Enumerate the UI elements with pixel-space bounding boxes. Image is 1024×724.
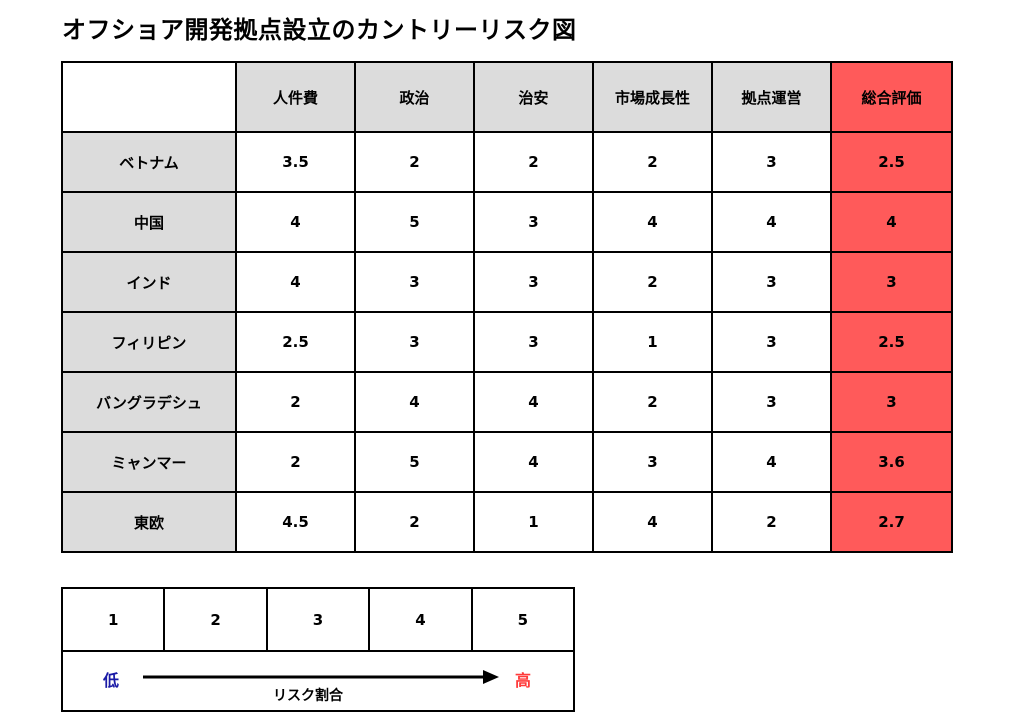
value-cell: 3 bbox=[711, 251, 832, 313]
value-cell: 4 bbox=[711, 191, 832, 253]
table-row: インド 4 3 3 2 3 3 bbox=[61, 251, 953, 313]
country-cell: インド bbox=[61, 251, 237, 313]
table-row: 中国 4 5 3 4 4 4 bbox=[61, 191, 953, 253]
table-row: 東欧 4.5 2 1 4 2 2.7 bbox=[61, 491, 953, 553]
value-cell: 5 bbox=[354, 191, 475, 253]
country-cell: ミャンマー bbox=[61, 431, 237, 493]
risk-scale: 1 2 3 4 5 bbox=[63, 589, 573, 652]
value-cell: 2 bbox=[354, 491, 475, 553]
total-cell: 4 bbox=[830, 191, 953, 253]
country-cell: 東欧 bbox=[61, 491, 237, 553]
table-row: ミャンマー 2 5 4 3 4 3.6 bbox=[61, 431, 953, 493]
corner-cell bbox=[61, 61, 237, 133]
total-cell: 3 bbox=[830, 371, 953, 433]
value-cell: 4 bbox=[711, 431, 832, 493]
table-row: ベトナム 3.5 2 2 2 3 2.5 bbox=[61, 131, 953, 193]
value-cell: 2 bbox=[711, 491, 832, 553]
scale-cell: 2 bbox=[165, 589, 268, 650]
column-header-total: 総合評価 bbox=[830, 61, 953, 133]
total-cell: 2.7 bbox=[830, 491, 953, 553]
low-label: 低 bbox=[103, 671, 120, 690]
table-header-row: 人件費 政治 治安 市場成長性 拠点運営 総合評価 bbox=[61, 61, 953, 133]
value-cell: 4 bbox=[473, 431, 594, 493]
table-row: バングラデシュ 2 4 4 2 3 3 bbox=[61, 371, 953, 433]
value-cell: 3 bbox=[473, 251, 594, 313]
value-cell: 4 bbox=[354, 371, 475, 433]
value-cell: 3 bbox=[592, 431, 713, 493]
arrow-right-icon bbox=[143, 670, 499, 684]
column-header: 人件費 bbox=[235, 61, 356, 133]
value-cell: 2 bbox=[592, 371, 713, 433]
column-header: 拠点運営 bbox=[711, 61, 832, 133]
value-cell: 2 bbox=[235, 371, 356, 433]
page-title: オフショア開発拠点設立のカントリーリスク図 bbox=[62, 16, 577, 44]
value-cell: 2 bbox=[235, 431, 356, 493]
column-header: 政治 bbox=[354, 61, 475, 133]
risk-ratio-label: リスク割合 bbox=[273, 688, 343, 704]
value-cell: 4 bbox=[235, 251, 356, 313]
value-cell: 1 bbox=[592, 311, 713, 373]
value-cell: 3 bbox=[711, 311, 832, 373]
total-cell: 3 bbox=[830, 251, 953, 313]
high-label: 高 bbox=[515, 671, 532, 690]
scale-cell: 4 bbox=[370, 589, 473, 650]
value-cell: 4 bbox=[592, 491, 713, 553]
risk-legend: 1 2 3 4 5 低 リスク割合 高 bbox=[61, 587, 575, 712]
country-cell: ベトナム bbox=[61, 131, 237, 193]
value-cell: 4 bbox=[473, 371, 594, 433]
scale-cell: 5 bbox=[517, 610, 529, 629]
total-cell: 3.6 bbox=[830, 431, 953, 493]
country-cell: 中国 bbox=[61, 191, 237, 253]
value-cell: 3 bbox=[711, 371, 832, 433]
country-cell: フィリピン bbox=[61, 311, 237, 373]
value-cell: 3 bbox=[473, 191, 594, 253]
scale-cell: 3 bbox=[268, 589, 371, 650]
value-cell: 2 bbox=[473, 131, 594, 193]
country-cell: バングラデシュ bbox=[61, 371, 237, 433]
value-cell: 2 bbox=[592, 251, 713, 313]
scale-cell: 1 bbox=[63, 589, 166, 650]
value-cell: 4 bbox=[592, 191, 713, 253]
value-cell: 2.5 bbox=[235, 311, 356, 373]
risk-table: 人件費 政治 治安 市場成長性 拠点運営 総合評価 ベトナム 3.5 2 2 2… bbox=[61, 61, 953, 553]
value-cell: 4.5 bbox=[235, 491, 356, 553]
value-cell: 4 bbox=[235, 191, 356, 253]
table-row: フィリピン 2.5 3 3 1 3 2.5 bbox=[61, 311, 953, 373]
column-header: 治安 bbox=[473, 61, 594, 133]
value-cell: 3 bbox=[473, 311, 594, 373]
value-cell: 3.5 bbox=[235, 131, 356, 193]
value-cell: 2 bbox=[592, 131, 713, 193]
column-header: 市場成長性 bbox=[592, 61, 713, 133]
value-cell: 1 bbox=[473, 491, 594, 553]
total-cell: 2.5 bbox=[830, 131, 953, 193]
value-cell: 2 bbox=[354, 131, 475, 193]
value-cell: 3 bbox=[711, 131, 832, 193]
total-cell: 2.5 bbox=[830, 311, 953, 373]
value-cell: 3 bbox=[354, 251, 475, 313]
value-cell: 3 bbox=[354, 311, 475, 373]
value-cell: 5 bbox=[354, 431, 475, 493]
